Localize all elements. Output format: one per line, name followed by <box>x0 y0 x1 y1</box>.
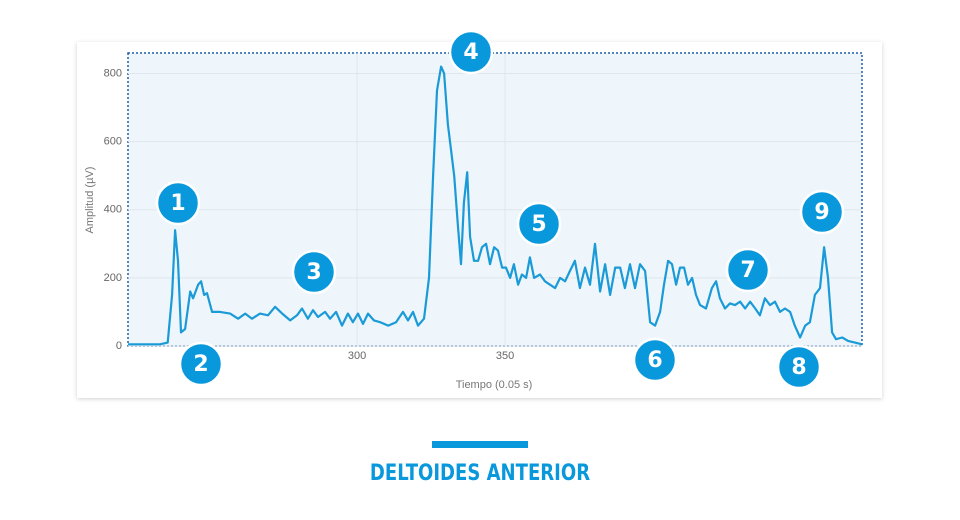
annotation-badge <box>632 337 678 383</box>
y-tick-label: 400 <box>104 204 122 216</box>
annotation-badge <box>448 29 494 75</box>
annotation-label: 8 <box>791 355 806 380</box>
annotation-badge <box>516 201 562 247</box>
annotation-label: 6 <box>647 348 662 373</box>
annotation-badge <box>178 341 224 387</box>
y-tick-label: 200 <box>104 272 122 284</box>
caption-title: DELTOIDES ANTERIOR <box>370 459 591 485</box>
data-line <box>128 65 863 346</box>
annotation-badge <box>291 249 337 295</box>
annotation-label: 3 <box>306 260 321 285</box>
annotation-label: 1 <box>170 191 185 216</box>
x-axis-title: Tiempo (0.05 s) <box>456 379 533 391</box>
title-bar <box>432 441 528 448</box>
annotation-label: 7 <box>740 258 755 283</box>
y-tick-label: 600 <box>104 135 122 147</box>
y-axis-title: Amplitud (µV) <box>84 167 96 234</box>
y-tick-label: 800 <box>104 67 122 79</box>
x-tick-label: 300 <box>348 350 366 362</box>
annotation-label: 2 <box>193 352 208 377</box>
annotation-badge <box>799 189 845 235</box>
x-tick-label: 350 <box>496 350 514 362</box>
annotation-badge <box>725 247 771 293</box>
annotation-label: 5 <box>531 212 546 237</box>
annotation-badge <box>155 180 201 226</box>
annotation-label: 9 <box>814 200 829 225</box>
y-tick-label: 0 <box>116 340 122 352</box>
annotation-badge <box>776 344 822 390</box>
annotation-label: 4 <box>463 40 478 65</box>
plot-area <box>127 52 863 347</box>
